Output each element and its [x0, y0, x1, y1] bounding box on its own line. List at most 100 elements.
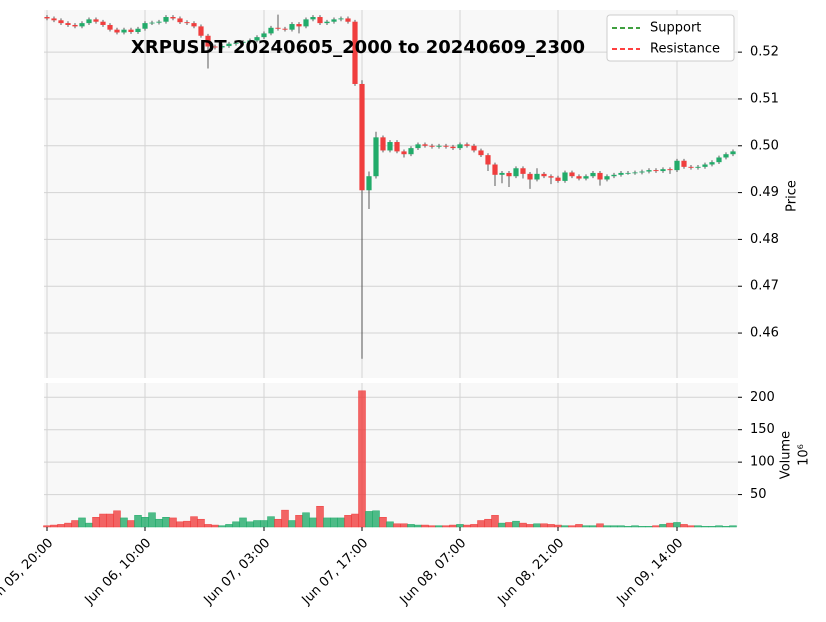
- candle-body: [632, 172, 638, 174]
- candle-body: [135, 28, 141, 33]
- candle-body: [240, 41, 246, 43]
- volume-bar: [533, 523, 541, 528]
- volume-bar: [610, 525, 618, 528]
- volume-bar: [694, 525, 702, 528]
- volume-bar: [589, 525, 597, 528]
- volume-bar: [400, 523, 408, 528]
- volume-bar: [722, 526, 730, 528]
- candle-body: [121, 29, 127, 33]
- volume-bar: [372, 510, 380, 528]
- candle-body: [674, 160, 680, 171]
- candle-body: [352, 21, 358, 84]
- volume-bar: [288, 520, 296, 528]
- volume-bar: [316, 505, 324, 528]
- volume-bar: [323, 517, 331, 528]
- volume-bar: [659, 524, 667, 528]
- candle-body: [86, 19, 92, 24]
- y-tick-label: 0.46: [750, 326, 779, 341]
- candle-body: [345, 18, 351, 22]
- marks: [43, 14, 737, 528]
- volume-bar: [218, 525, 226, 528]
- volume-bar: [260, 520, 268, 528]
- volume-bar: [183, 520, 191, 528]
- volume-bar: [498, 522, 506, 528]
- x-tick-label: Jun 08, 07:00: [397, 536, 470, 609]
- volume-bar: [631, 525, 639, 528]
- volume-bar: [491, 515, 499, 528]
- volume-bar: [246, 521, 254, 528]
- candle-body: [289, 24, 295, 30]
- candle-body: [583, 176, 589, 179]
- candle-body: [716, 157, 722, 163]
- volume-bar: [673, 522, 681, 528]
- candle-body: [373, 137, 379, 177]
- candle-body: [296, 24, 302, 27]
- candle-body: [485, 155, 491, 165]
- volume-bar: [666, 522, 674, 528]
- candle-body: [611, 174, 617, 177]
- volume-bar: [330, 517, 338, 528]
- volume-bar: [197, 518, 205, 528]
- volume-bar: [309, 517, 317, 528]
- volume-bar: [64, 522, 72, 528]
- candle-body: [191, 23, 197, 27]
- volume-tick-label: 100: [750, 455, 775, 470]
- candle-body: [380, 137, 386, 151]
- volume-bar: [484, 518, 492, 528]
- candle-body: [443, 145, 449, 147]
- candle-body: [58, 20, 64, 24]
- volume-bar: [568, 525, 576, 528]
- volume-bar: [57, 524, 65, 528]
- candle-body: [366, 176, 372, 191]
- volume-bar: [617, 525, 625, 528]
- candle-body: [79, 23, 85, 27]
- volume-bar: [512, 520, 520, 528]
- candle-body: [142, 23, 148, 29]
- x-tick-label: Jun 07, 17:00: [299, 536, 372, 609]
- volume-bar: [281, 509, 289, 528]
- x-tick-label: Jun 07, 03:00: [201, 536, 274, 609]
- candle-body: [639, 171, 645, 173]
- volume-bar: [50, 524, 58, 528]
- candle-body: [506, 172, 512, 177]
- candle-body: [702, 164, 708, 167]
- volume-bar: [106, 513, 114, 528]
- volume-bar: [337, 517, 345, 528]
- candle-body: [681, 160, 687, 167]
- volume-bar: [561, 525, 569, 528]
- volume-bar: [253, 520, 261, 528]
- volume-bar: [407, 524, 415, 528]
- volume-bar: [505, 522, 513, 528]
- volume-bar: [127, 520, 135, 528]
- volume-bar: [120, 517, 128, 528]
- volume-bar: [302, 512, 310, 528]
- volume-bar: [708, 526, 716, 528]
- candle-body: [450, 146, 456, 149]
- candle-body: [149, 22, 155, 24]
- candle-body: [219, 46, 225, 48]
- volume-bar: [624, 526, 632, 528]
- y-tick-label: 0.51: [750, 91, 779, 106]
- candle-body: [604, 176, 610, 180]
- volume-bar: [540, 523, 548, 528]
- candle-body: [310, 17, 316, 20]
- volume-bar: [526, 524, 534, 528]
- candle-body: [478, 150, 484, 156]
- legend-label: Support: [650, 21, 701, 36]
- candle-body: [618, 172, 624, 175]
- candle-body: [65, 23, 71, 25]
- y-tick-label: 0.49: [750, 185, 779, 200]
- candle-body: [338, 18, 344, 20]
- volume-bar: [456, 524, 464, 528]
- candle-body: [205, 35, 211, 47]
- volume-bar: [169, 517, 177, 528]
- volume-bar: [729, 525, 737, 528]
- candle-body: [667, 169, 673, 171]
- chart-title: XRPUSDT 20240605_2000 to 20240609_2300: [131, 37, 585, 58]
- candle-body: [254, 37, 260, 41]
- volume-bar: [393, 523, 401, 528]
- candle-body: [198, 26, 204, 36]
- candle-body: [653, 170, 659, 172]
- candle-body: [492, 164, 498, 175]
